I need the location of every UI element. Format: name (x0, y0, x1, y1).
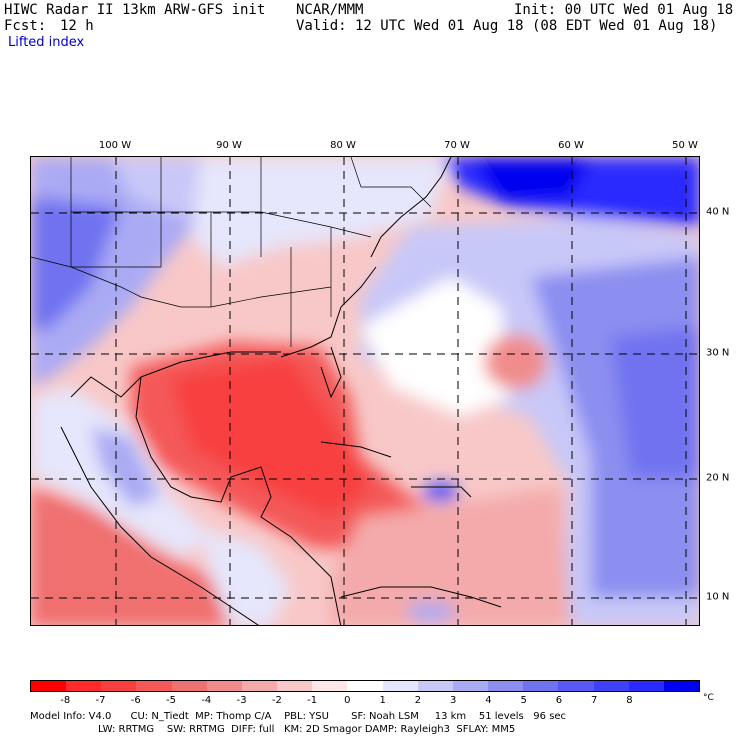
lifted-index-field (31, 157, 699, 625)
model-title: HIWC Radar II 13km ARW-GFS init (4, 2, 266, 18)
colorbar-tick: 3 (449, 695, 457, 706)
colorbar-swatch (206, 681, 242, 691)
field-name: Lifted index (8, 35, 85, 50)
political-borders (31, 157, 432, 347)
colorbar-unit: °C (703, 693, 714, 703)
model-info-line1: Model Info: V4.0 CU: N_Tiedt MP: Thomp C… (30, 711, 567, 722)
colorbar-tick: 0 (344, 695, 351, 706)
colorbar-tick: -8 (60, 695, 71, 706)
colorbar-swatch (382, 681, 418, 691)
forecast-label: Fcst: (4, 18, 47, 34)
colorbar-swatch (31, 681, 67, 691)
lat-label-40n: 40 N (706, 206, 730, 218)
colorbar-swatch (593, 681, 629, 691)
lon-label-80w: 80 W (330, 140, 356, 151)
lon-label-50w: 50 W (672, 140, 698, 151)
lat-label-20n: 20 N (706, 472, 730, 484)
colorbar-swatch (101, 681, 137, 691)
model-info-line2: LW: RRTMG SW: RRTMG DIFF: full KM: 2D Sm… (98, 724, 516, 735)
lat-label-10n: 10 N (706, 591, 730, 603)
colorbar-swatch (171, 681, 207, 691)
colorbar-tick: -5 (166, 695, 177, 706)
colorbar-tick: 5 (520, 695, 527, 706)
lon-label-60w: 60 W (558, 140, 584, 151)
colorbar-tick: 6 (555, 695, 563, 706)
colorbar-swatch (277, 681, 313, 691)
colorbar-tick: -4 (201, 695, 212, 706)
colorbar-swatch (417, 681, 453, 691)
lon-label-100w: 100 W (98, 140, 132, 151)
map-canvas (31, 157, 699, 625)
lifted-index-map (30, 156, 700, 626)
colorbar-tick: 2 (414, 695, 422, 706)
org-label: NCAR/MMM (296, 2, 364, 18)
colorbar-swatch (66, 681, 102, 691)
colorbar-swatch (312, 681, 348, 691)
colorbar-tick: 8 (626, 695, 633, 706)
lat-label-30n: 30 N (706, 347, 730, 359)
colorbar-swatch (628, 681, 664, 691)
colorbar (30, 680, 700, 692)
colorbar-tick: 4 (485, 695, 492, 706)
colorbar-tick: -7 (95, 695, 106, 706)
lon-label-70w: 70 W (444, 140, 470, 151)
colorbar-swatch (558, 681, 594, 691)
valid-time: Valid: 12 UTC Wed 01 Aug 18 (08 EDT Wed … (296, 18, 718, 34)
forecast-hour: 12 h (60, 18, 94, 34)
colorbar-tick: 7 (591, 695, 598, 706)
colorbar-swatch (347, 681, 383, 691)
coastlines (60, 157, 502, 625)
colorbar-swatch (523, 681, 559, 691)
colorbar-tick: -1 (307, 695, 318, 706)
lon-label-90w: 90 W (216, 140, 242, 151)
init-time: Init: 00 UTC Wed 01 Aug 18 (514, 2, 734, 18)
colorbar-swatch (241, 681, 278, 691)
colorbar-swatch (136, 681, 172, 691)
colorbar-tick: 1 (379, 695, 386, 706)
colorbar-swatch (663, 681, 699, 691)
colorbar-swatch (488, 681, 524, 691)
colorbar-tick: -3 (236, 695, 247, 706)
colorbar-tick: -2 (271, 695, 282, 706)
colorbar-tick: -6 (130, 695, 141, 706)
colorbar-swatch (452, 681, 489, 691)
